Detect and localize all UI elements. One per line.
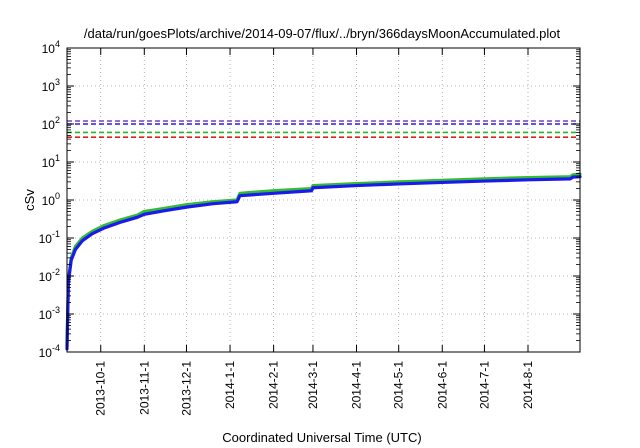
x-tick-label: 2013-10-1: [94, 361, 108, 416]
y-tick-label: 100: [42, 191, 60, 208]
x-tick-label: 2014-7-1: [477, 361, 491, 409]
series-group: [65, 172, 582, 351]
y-tick-label: 10-4: [39, 343, 60, 360]
x-tick-label: 2013-12-1: [179, 361, 193, 416]
x-tick-label: 2013-11-1: [137, 361, 151, 415]
x-tick-label: 2014-4-1: [350, 361, 364, 409]
y-axis-label: cSv: [22, 189, 37, 211]
chart-title: /data/run/goesPlots/archive/2014-09-07/f…: [84, 26, 561, 41]
x-tick-label: 2014-8-1: [521, 361, 535, 409]
x-tick-label: 2014-6-1: [435, 361, 449, 409]
x-tick-label: 2014-5-1: [392, 361, 406, 409]
x-tick-label: 2014-1-1: [223, 361, 237, 409]
series-line: [65, 175, 582, 351]
x-tick-label: 2014-2-1: [267, 361, 281, 409]
x-tick-label: 2014-3-1: [306, 361, 320, 409]
y-tick-label: 104: [42, 39, 60, 56]
reference-lines: [67, 120, 580, 138]
y-tick-label: 101: [42, 153, 60, 170]
y-tick-label: 10-1: [39, 229, 60, 246]
y-tick-label: 103: [42, 77, 60, 94]
series-line: [65, 172, 582, 347]
y-tick-label: 10-2: [39, 267, 60, 284]
x-axis-label: Coordinated Universal Time (UTC): [222, 430, 421, 445]
grid: [67, 48, 580, 352]
ticks: 10-4 10-3 10-2 10-1 100 101 102 103 104 2013-10-1…: [39, 39, 580, 416]
y-tick-label: 10-3: [39, 305, 60, 322]
y-tick-label: 102: [42, 115, 60, 132]
